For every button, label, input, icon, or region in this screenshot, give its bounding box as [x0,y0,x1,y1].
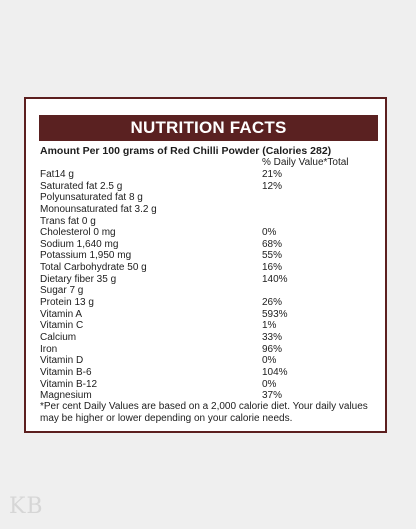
nutrient-daily-value: 26% [262,297,283,309]
nutrient-name: Sodium 1,640 mg [40,238,119,250]
nutrient-name: Protein 13 g [40,297,94,309]
nutrient-row: Potassium 1,950 mg 55% [40,250,370,262]
nutrient-daily-value: 0% [262,227,277,239]
nutrient-row: Monounsaturated fat 3.2 g [40,204,370,216]
nutrient-name: Trans fat 0 g [40,215,96,227]
nutrient-name: Calcium [40,331,77,343]
nutrient-name: Iron [40,343,58,355]
nutrient-name: Vitamin D [40,355,84,367]
nutrient-row: Vitamin B-12 0% [40,379,370,391]
nutrient-row: Vitamin C 1% [40,320,370,332]
nutrient-daily-value: 104% [262,366,288,378]
nutrient-daily-value: 0% [262,378,277,390]
daily-value-footnote: *Per cent Daily Values are based on a 2,… [40,401,368,424]
nutrient-row: Magnesium 37% [40,390,370,402]
nutrient-daily-value: 16% [262,262,283,274]
nutrient-row: Vitamin A 593% [40,309,370,321]
nutrient-name: Vitamin B-12 [40,378,98,390]
serving-subheading: Amount Per 100 grams of Red Chilli Powde… [40,145,332,157]
nutrient-daily-value: 0% [262,355,277,367]
nutrient-row: Protein 13 g 26% [40,297,370,309]
nutrient-daily-value: 55% [262,250,283,262]
nutrition-facts-title: NUTRITION FACTS [39,115,378,141]
nutrient-daily-value: 140% [262,273,288,285]
nutrient-daily-value: 21% [262,169,283,180]
nutrient-name: Saturated fat 2.5 g [40,180,123,192]
nutrient-daily-value: 37% [262,390,283,402]
nutrient-name: Monounsaturated fat 3.2 g [40,203,157,215]
nutrient-name: Polyunsaturated fat 8 g [40,192,143,204]
nutrient-name: Sugar 7 g [40,285,84,297]
nutrient-row: Saturated fat 2.5 g 12% [40,181,370,193]
nutrient-row: Polyunsaturated fat 8 g [40,192,370,204]
nutrient-name: Total Carbohydrate 50 g [40,262,147,274]
daily-value-header: % Daily Value*Total [262,157,349,168]
nutrient-list: Fat14 g 21% Saturated fat 2.5 g 12% Polyunsa… [40,169,370,402]
nutrient-name: Vitamin A [40,308,83,320]
nutrient-name: Vitamin C [40,320,84,332]
brand-logo: KB [9,494,44,519]
nutrient-row: Sodium 1,640 mg 68% [40,239,370,251]
nutrient-daily-value: 12% [262,180,283,192]
nutrient-daily-value: 68% [262,238,283,250]
nutrient-row: Sugar 7 g [40,285,370,297]
nutrient-row: Vitamin B-6 104% [40,367,370,379]
nutrient-daily-value: 33% [262,331,283,343]
nutrient-name: Vitamin B-6 [40,366,92,378]
nutrient-row: Total Carbohydrate 50 g 16% [40,262,370,274]
nutrient-row: Fat14 g 21% [40,169,370,181]
nutrition-facts-card: NUTRITION FACTS Amount Per 100 grams of … [24,97,387,433]
nutrient-row: Dietary fiber 35 g 140% [40,274,370,286]
nutrient-name: Dietary fiber 35 g [40,273,117,285]
nutrient-row: Calcium 33% [40,332,370,344]
nutrient-name: Magnesium [40,390,92,402]
nutrient-name: Fat14 g [40,169,74,180]
nutrient-daily-value: 96% [262,343,283,355]
nutrient-daily-value: 1% [262,320,277,332]
nutrient-name: Cholesterol 0 mg [40,227,116,239]
nutrient-daily-value: 593% [262,308,288,320]
nutrient-row: Vitamin D 0% [40,355,370,367]
nutrient-row: Cholesterol 0 mg 0% [40,227,370,239]
nutrient-row: Iron 96% [40,344,370,356]
nutrient-row: Trans fat 0 g [40,216,370,228]
nutrient-name: Potassium 1,950 mg [40,250,132,262]
